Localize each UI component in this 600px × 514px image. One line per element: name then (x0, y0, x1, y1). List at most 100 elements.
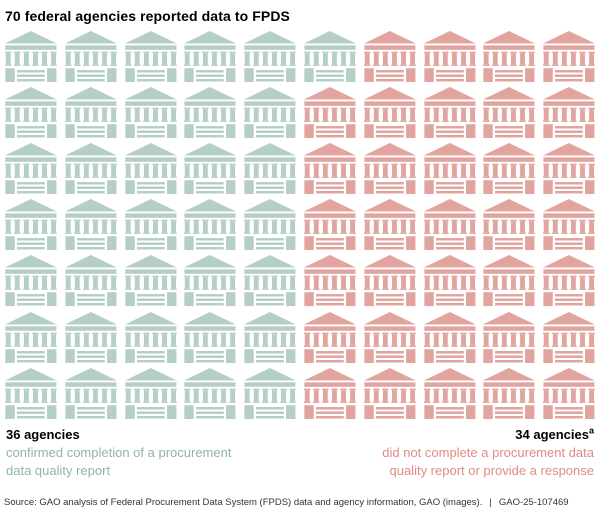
legend-confirmed: 36 agencies confirmed completion of a pr… (6, 426, 231, 481)
building-icon (124, 311, 177, 363)
agency-icon-confirmed (124, 143, 178, 195)
building-icon (303, 311, 356, 363)
agency-icon-not-confirmed (363, 199, 417, 251)
building-icon (423, 143, 476, 195)
agency-icon-not-confirmed (542, 31, 596, 83)
building-icon (64, 199, 117, 251)
agency-icon-confirmed (183, 31, 237, 83)
agency-icon-not-confirmed (423, 143, 477, 195)
building-icon (483, 311, 536, 363)
legend-confirmed-description: confirmed completion of a procurement da… (6, 445, 232, 479)
agency-icon-confirmed (183, 367, 237, 419)
agency-icon-not-confirmed (482, 31, 536, 83)
building-icon (244, 255, 297, 307)
building-icon (543, 31, 596, 83)
building-icon (423, 311, 476, 363)
building-icon (483, 87, 536, 139)
building-icon (124, 255, 177, 307)
building-icon (423, 87, 476, 139)
building-icon (124, 199, 177, 251)
legend-not-confirmed-count: 34 agenciesa (515, 425, 594, 442)
building-icon (363, 87, 416, 139)
footnote-marker: a (588, 425, 594, 436)
building-icon (483, 143, 536, 195)
agency-icon-not-confirmed (542, 199, 596, 251)
agency-icon-not-confirmed (542, 87, 596, 139)
agency-icon-confirmed (64, 31, 118, 83)
building-icon (244, 311, 297, 363)
building-icon (4, 255, 57, 307)
source-line: Source: GAO analysis of Federal Procurem… (0, 497, 600, 514)
legend-confirmed-count: 36 agencies (6, 427, 80, 442)
building-icon (483, 367, 536, 419)
building-icon (363, 31, 416, 83)
building-icon (4, 311, 57, 363)
agency-icon-not-confirmed (363, 87, 417, 139)
agency-icon-not-confirmed (303, 143, 357, 195)
building-icon (244, 31, 297, 83)
building-icon (184, 199, 237, 251)
agency-icon-not-confirmed (303, 255, 357, 307)
building-icon (303, 31, 356, 83)
building-icon (423, 31, 476, 83)
agency-icon-not-confirmed (423, 367, 477, 419)
legend-not-confirmed-description: did not complete a procurement data qual… (382, 445, 594, 479)
building-icon (423, 255, 476, 307)
building-icon (303, 87, 356, 139)
agency-icon-not-confirmed (423, 87, 477, 139)
building-icon (543, 143, 596, 195)
chart-title: 70 federal agencies reported data to FPD… (5, 8, 290, 24)
building-icon (543, 311, 596, 363)
building-icon (184, 31, 237, 83)
report-id: GAO-25-107469 (498, 497, 569, 508)
agency-icon-not-confirmed (482, 199, 536, 251)
agency-icon-confirmed (183, 87, 237, 139)
agency-icon-not-confirmed (363, 255, 417, 307)
legend-not-confirmed: 34 agenciesa did not complete a procurem… (382, 426, 594, 481)
agency-icon-confirmed (64, 199, 118, 251)
agency-icon-confirmed (64, 367, 118, 419)
building-icon (244, 87, 297, 139)
agency-icon-not-confirmed (423, 199, 477, 251)
building-icon (483, 255, 536, 307)
agency-icon-not-confirmed (303, 87, 357, 139)
building-icon (64, 367, 117, 419)
agency-icon-not-confirmed (542, 143, 596, 195)
agency-icon-confirmed (183, 199, 237, 251)
agency-icon-confirmed (124, 367, 178, 419)
agency-icon-confirmed (64, 255, 118, 307)
building-icon (423, 199, 476, 251)
agency-icon-not-confirmed (363, 31, 417, 83)
agency-icon-not-confirmed (482, 367, 536, 419)
agency-icon-not-confirmed (423, 255, 477, 307)
agency-icon-not-confirmed (303, 199, 357, 251)
agency-icon-confirmed (243, 199, 297, 251)
agency-icon-not-confirmed (363, 367, 417, 419)
agency-icon-confirmed (4, 31, 58, 83)
agency-icon-confirmed (243, 367, 297, 419)
agency-icon-confirmed (243, 87, 297, 139)
agency-icon-confirmed (4, 199, 58, 251)
building-icon (124, 143, 177, 195)
building-icon (363, 311, 416, 363)
agency-icon-confirmed (183, 255, 237, 307)
agency-icon-confirmed (243, 311, 297, 363)
agency-icon-not-confirmed (423, 311, 477, 363)
agency-icon-not-confirmed (542, 367, 596, 419)
building-icon (244, 143, 297, 195)
agency-icon-not-confirmed (303, 367, 357, 419)
agency-icon-confirmed (124, 199, 178, 251)
agency-icon-confirmed (4, 87, 58, 139)
building-icon (543, 255, 596, 307)
building-icon (423, 367, 476, 419)
building-icon (244, 199, 297, 251)
building-icon (4, 199, 57, 251)
agency-icon-confirmed (64, 143, 118, 195)
agency-icon-confirmed (183, 311, 237, 363)
legend-row: 36 agencies confirmed completion of a pr… (6, 426, 594, 481)
building-icon (4, 367, 57, 419)
building-icon (303, 367, 356, 419)
agency-icon-confirmed (124, 311, 178, 363)
building-icon (124, 87, 177, 139)
